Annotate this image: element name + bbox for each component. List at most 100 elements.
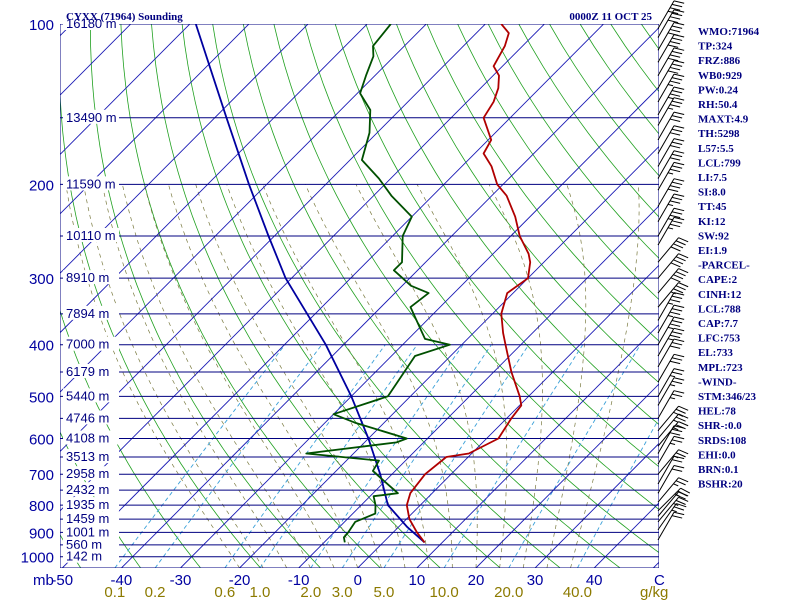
- wind-barb: [657, 22, 685, 51]
- wind-barb-half-flag: [667, 84, 674, 87]
- wind-barb-flag: [678, 477, 689, 483]
- wind-barb-flag: [673, 390, 685, 394]
- wind-barb-flag: [673, 411, 684, 417]
- wind-barb-flag: [671, 357, 683, 361]
- mixing-ratio-line: [310, 344, 464, 568]
- height-label: 6179 m: [66, 364, 109, 379]
- wind-barb-flag: [671, 468, 683, 472]
- wind-barb: [657, 405, 689, 432]
- wind-barb: [657, 150, 685, 179]
- wind-barb: [657, 34, 685, 63]
- wind-barb-flag: [673, 304, 685, 309]
- temperature-tick-label: -30: [170, 572, 192, 589]
- height-label-background: [63, 466, 119, 481]
- wind-barb-flag: [669, 157, 681, 161]
- wind-barb-shaft: [657, 354, 675, 383]
- wind-barb-shaft: [657, 377, 675, 406]
- wind-barb-flag: [673, 193, 685, 197]
- height-label: 7894 m: [66, 306, 109, 321]
- wind-barb-flag: [669, 54, 681, 58]
- index-item: CAPE:2: [698, 274, 738, 286]
- wind-barb: [657, 73, 685, 103]
- mixing-ratio-tick-label: 0.6: [214, 584, 235, 600]
- wind-barb-flag: [669, 168, 681, 173]
- wind-barb-flag: [667, 44, 679, 48]
- wind-barb-shaft: [657, 491, 679, 517]
- mixing-ratio-tick-label: 3.0: [332, 584, 353, 600]
- wind-barb-flag: [669, 7, 681, 11]
- mixing-ratio-tick-label: 40.0: [563, 584, 592, 600]
- wind-barb-flag: [675, 499, 686, 505]
- wind-barb-flag: [671, 196, 683, 201]
- wind-barb-flag: [667, 32, 679, 36]
- index-item: LI:7.5: [698, 172, 728, 184]
- dry-adiabat-line: [273, 24, 659, 554]
- pressure-tick-label: 500: [29, 389, 54, 406]
- wind-barb-shaft: [657, 178, 675, 207]
- wind-barb-flag: [673, 125, 685, 129]
- parcel-trace-line: [194, 24, 426, 544]
- wind-barb-flag: [673, 243, 684, 249]
- height-label: 7000 m: [66, 337, 109, 352]
- wind-barb-flag: [675, 285, 686, 291]
- index-item: TP:324: [698, 41, 733, 53]
- wind-barb-shaft: [657, 47, 675, 76]
- index-item: SW:92: [698, 230, 730, 242]
- temperature-tick-label: 10: [409, 572, 426, 589]
- index-item: LFC:753: [698, 333, 741, 345]
- height-label-background: [63, 270, 119, 285]
- index-item: TH:5298: [698, 128, 740, 140]
- isotherm-line: [180, 86, 659, 568]
- index-item: MAXT:4.9: [698, 114, 749, 126]
- wind-barb: [657, 207, 685, 237]
- index-item: LCL:788: [698, 303, 741, 315]
- wind-barb: [657, 193, 685, 222]
- mixing-ratio-tick-label: 1.0: [250, 584, 271, 600]
- pressure-tick-label: 400: [29, 338, 54, 355]
- wind-barb-shaft: [657, 338, 675, 368]
- wind-barb-flag: [671, 25, 683, 29]
- wind-barb-flag: [673, 9, 685, 13]
- wind-barb-flag: [678, 449, 689, 455]
- index-item: EL:733: [698, 347, 733, 359]
- index-item: TT:45: [698, 201, 727, 213]
- dry-adiabat-line: [212, 24, 561, 568]
- wind-barb-flag: [671, 459, 683, 463]
- wind-barb-shaft: [657, 282, 679, 308]
- dry-adiabat-line: [181, 24, 501, 568]
- wind-barb-flag: [667, 10, 679, 15]
- wind-barb: [657, 138, 685, 167]
- wind-barb-flag: [669, 93, 681, 97]
- wind-barb-shaft: [657, 60, 675, 89]
- wind-barb: [657, 282, 689, 308]
- height-label-background: [63, 16, 119, 30]
- dewpoint-line: [305, 24, 451, 543]
- wind-barb-shaft: [657, 455, 675, 485]
- wind-barb-flag: [671, 181, 683, 186]
- height-label: 4108 m: [66, 431, 109, 446]
- wind-barb-flag: [667, 19, 679, 24]
- wind-barb-half-flag: [667, 172, 674, 175]
- wind-barb-half-flag: [669, 384, 676, 387]
- height-label: 11590 m: [66, 176, 116, 191]
- wind-barb-shaft: [657, 268, 679, 294]
- isotherm-line: [298, 205, 659, 568]
- pressure-tick-label: 900: [29, 525, 54, 542]
- wind-barb-flag: [673, 111, 685, 116]
- wind-barb: [657, 327, 685, 357]
- wind-barb-half-flag: [667, 227, 674, 230]
- wind-barb-flag: [671, 393, 683, 398]
- height-label-background: [63, 410, 119, 425]
- mixing-ratio-tick-label: 0.2: [145, 584, 166, 600]
- pressure-tick-label: 700: [29, 467, 54, 484]
- mixing-ratio-line: [443, 344, 584, 568]
- wind-barb-shaft: [657, 368, 675, 397]
- wind-barb-flag: [673, 338, 685, 342]
- index-item: SHR-:0.0: [698, 420, 742, 432]
- wind-barb-half-flag: [670, 291, 676, 295]
- wind-barb: [657, 97, 685, 126]
- wind-barb: [657, 161, 685, 191]
- temperature-tick-label: 40: [586, 572, 603, 589]
- isotherm-line: [121, 27, 659, 568]
- wind-barb-flag: [675, 240, 686, 246]
